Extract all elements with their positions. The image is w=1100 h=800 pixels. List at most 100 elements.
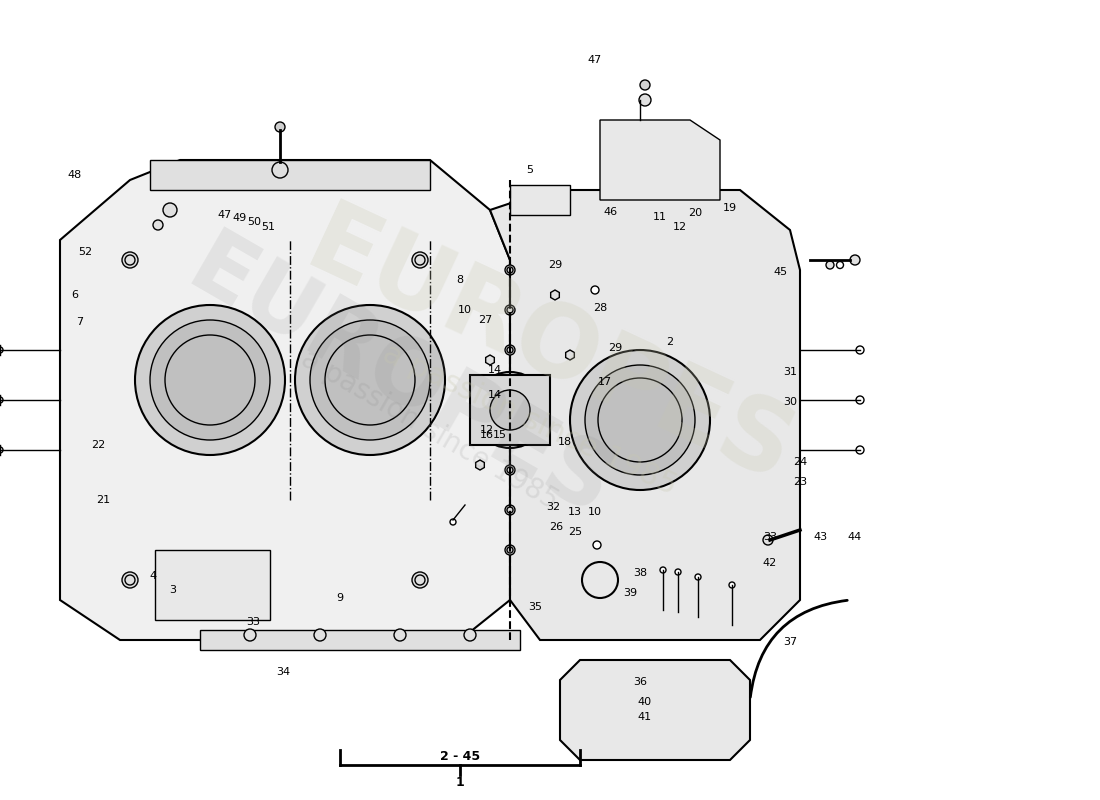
Text: 9: 9 <box>337 593 343 603</box>
Circle shape <box>135 305 285 455</box>
Circle shape <box>0 347 3 353</box>
Text: 43: 43 <box>813 532 827 542</box>
Text: 46: 46 <box>603 207 617 217</box>
Text: 33: 33 <box>763 532 777 542</box>
Text: 29: 29 <box>548 260 562 270</box>
Text: 4: 4 <box>150 571 156 581</box>
Circle shape <box>675 569 681 575</box>
Circle shape <box>640 80 650 90</box>
Circle shape <box>394 629 406 641</box>
Circle shape <box>695 574 701 580</box>
Circle shape <box>464 629 476 641</box>
Text: 47: 47 <box>218 210 232 220</box>
Text: a passion since 1985: a passion since 1985 <box>297 345 563 515</box>
Text: 14: 14 <box>488 390 502 400</box>
Text: 8: 8 <box>456 275 463 285</box>
Circle shape <box>122 252 138 268</box>
Text: 25: 25 <box>568 527 582 537</box>
Circle shape <box>412 252 428 268</box>
Text: 14: 14 <box>488 365 502 375</box>
Circle shape <box>856 346 864 354</box>
Polygon shape <box>600 120 720 200</box>
Circle shape <box>275 122 285 132</box>
Circle shape <box>310 320 430 440</box>
Circle shape <box>186 611 194 619</box>
Circle shape <box>170 611 179 619</box>
Bar <box>150 160 430 190</box>
Text: 52: 52 <box>78 247 92 257</box>
Text: 48: 48 <box>68 170 82 180</box>
Text: 13: 13 <box>568 507 582 517</box>
Text: EUROPES: EUROPES <box>292 195 808 505</box>
Circle shape <box>856 396 864 404</box>
Text: 33: 33 <box>246 617 260 627</box>
Text: 37: 37 <box>783 637 798 647</box>
Circle shape <box>505 505 515 515</box>
Text: 12: 12 <box>480 425 494 435</box>
Polygon shape <box>560 660 750 760</box>
Text: 18: 18 <box>558 437 572 447</box>
Circle shape <box>150 320 270 440</box>
Circle shape <box>314 629 326 641</box>
Circle shape <box>668 698 692 722</box>
Text: 7: 7 <box>76 317 84 327</box>
Circle shape <box>472 372 548 448</box>
Circle shape <box>505 265 515 275</box>
Circle shape <box>660 567 666 573</box>
Text: 44: 44 <box>848 532 862 542</box>
Circle shape <box>826 261 834 269</box>
Text: 10: 10 <box>458 305 472 315</box>
Text: 5: 5 <box>527 165 534 175</box>
Text: 12: 12 <box>673 222 688 232</box>
Text: 11: 11 <box>653 212 667 222</box>
Circle shape <box>0 447 3 453</box>
Text: 27: 27 <box>477 315 492 325</box>
Text: 23: 23 <box>793 477 807 487</box>
Text: 21: 21 <box>96 495 110 505</box>
Polygon shape <box>565 350 574 360</box>
Text: 26: 26 <box>549 522 563 532</box>
Polygon shape <box>486 355 494 365</box>
Polygon shape <box>155 550 270 620</box>
Circle shape <box>591 286 600 294</box>
Circle shape <box>585 365 695 475</box>
Bar <box>510 185 570 215</box>
Text: 49: 49 <box>233 213 248 223</box>
Circle shape <box>122 572 138 588</box>
Text: 35: 35 <box>528 602 542 612</box>
Text: 1: 1 <box>455 777 464 790</box>
Circle shape <box>450 519 456 525</box>
Circle shape <box>729 582 735 588</box>
Text: 22: 22 <box>91 440 106 450</box>
Text: 36: 36 <box>632 677 647 687</box>
Text: 10: 10 <box>588 507 602 517</box>
Circle shape <box>490 390 530 430</box>
Circle shape <box>505 345 515 355</box>
Text: 38: 38 <box>632 568 647 578</box>
Text: 2: 2 <box>667 337 673 347</box>
Bar <box>200 630 520 650</box>
Text: 50: 50 <box>248 217 261 227</box>
Circle shape <box>639 94 651 106</box>
Circle shape <box>412 572 428 588</box>
Circle shape <box>763 535 773 545</box>
Text: 51: 51 <box>261 222 275 232</box>
Text: 20: 20 <box>688 208 702 218</box>
Text: 30: 30 <box>783 397 798 407</box>
Text: 19: 19 <box>723 203 737 213</box>
Circle shape <box>153 220 163 230</box>
Text: 6: 6 <box>72 290 78 300</box>
Text: EUROPES: EUROPES <box>173 223 627 537</box>
Circle shape <box>206 611 214 619</box>
Text: 42: 42 <box>763 558 777 568</box>
Text: 2 - 45: 2 - 45 <box>440 750 480 763</box>
Bar <box>470 375 550 445</box>
Polygon shape <box>60 160 510 640</box>
Text: 28: 28 <box>593 303 607 313</box>
Polygon shape <box>490 190 800 640</box>
Text: 32: 32 <box>546 502 560 512</box>
Text: 34: 34 <box>276 667 290 677</box>
Polygon shape <box>475 460 484 470</box>
Circle shape <box>163 203 177 217</box>
Text: 29: 29 <box>608 343 623 353</box>
